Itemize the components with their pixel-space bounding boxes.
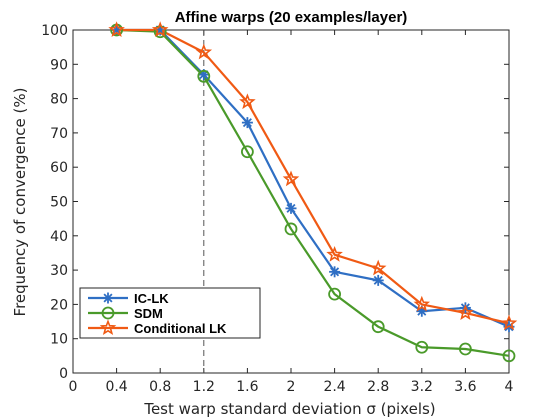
x-tick-label: 0.8 xyxy=(149,379,171,395)
data-point-ic-lk xyxy=(285,202,297,214)
data-point-conditional-lk xyxy=(151,21,169,38)
y-tick-label: 0 xyxy=(59,366,68,382)
data-point-sdm xyxy=(371,320,385,334)
asterisk-stroke xyxy=(373,275,383,285)
asterisk-stroke xyxy=(330,267,340,277)
data-point-conditional-lk xyxy=(108,21,125,38)
y-tick-label: 70 xyxy=(50,126,68,142)
data-point-conditional-lk xyxy=(282,170,300,187)
x-tick-label: 0.4 xyxy=(105,379,127,395)
data-point-conditional-lk xyxy=(369,259,387,276)
data-point-sdm xyxy=(458,342,472,356)
y-tick-label: 90 xyxy=(50,57,68,73)
x-tick-label: 0 xyxy=(69,379,78,395)
data-point-sdm xyxy=(502,349,516,363)
series-group xyxy=(108,21,518,363)
data-point-ic-lk xyxy=(329,266,341,278)
data-point-conditional-lk xyxy=(195,43,213,60)
x-tick-label: 2.4 xyxy=(323,379,345,395)
y-tick-label: 60 xyxy=(50,160,68,176)
legend-swatch-marker xyxy=(102,292,114,304)
data-point-conditional-lk xyxy=(239,93,256,110)
y-axis-label: Frequency of convergence (%) xyxy=(11,88,29,317)
x-tick-label: 4 xyxy=(505,379,514,395)
data-point-sdm xyxy=(197,69,211,83)
data-point-sdm xyxy=(153,25,167,39)
x-tick-label: 1.2 xyxy=(193,379,215,395)
legend-label: IC-LK xyxy=(134,291,169,306)
x-tick-label: 3.2 xyxy=(411,379,433,395)
legend-label: Conditional LK xyxy=(134,321,227,336)
legend-swatch-marker xyxy=(101,306,115,320)
series-line-sdm xyxy=(116,28,510,357)
data-point-conditional-lk xyxy=(500,314,518,331)
y-tick-label: 40 xyxy=(50,229,68,245)
data-point-ic-lk xyxy=(372,274,384,286)
asterisk-stroke xyxy=(286,203,296,213)
data-point-ic-lk xyxy=(241,117,253,129)
legend-swatch-marker xyxy=(99,319,117,336)
x-axis-label: Test warp standard deviation σ (pixels) xyxy=(143,400,435,418)
data-point-sdm xyxy=(415,340,429,354)
asterisk-stroke xyxy=(103,293,113,303)
axes: 0 0.4 0.8 1.2 1.6 2 2.4 2.8 3.2 3.6 40102030405060… xyxy=(41,23,513,395)
data-point-sdm xyxy=(328,287,342,301)
data-point-conditional-lk xyxy=(326,245,343,262)
y-tick-label: 30 xyxy=(50,263,68,279)
data-point-sdm xyxy=(284,222,298,236)
data-point-sdm xyxy=(240,145,254,159)
y-tick-label: 80 xyxy=(50,92,68,108)
asterisk-stroke xyxy=(242,118,252,128)
data-point-conditional-lk xyxy=(413,295,431,312)
x-tick-label: 2 xyxy=(287,379,296,395)
y-tick-label: 50 xyxy=(50,195,68,211)
series-line-ic-lk xyxy=(116,28,510,328)
y-tick-label: 10 xyxy=(50,332,68,348)
x-tick-label: 1.6 xyxy=(236,379,258,395)
y-tick-label: 100 xyxy=(41,23,68,39)
y-tick-label: 20 xyxy=(50,297,68,313)
x-tick-label: 2.8 xyxy=(367,379,389,395)
x-tick-label: 3.6 xyxy=(454,379,476,395)
chart-title: Affine warps (20 examples/layer) xyxy=(175,9,408,26)
series-line-conditional-lk xyxy=(116,28,510,325)
data-point-conditional-lk xyxy=(457,304,474,321)
legend-label: SDM xyxy=(134,306,163,321)
